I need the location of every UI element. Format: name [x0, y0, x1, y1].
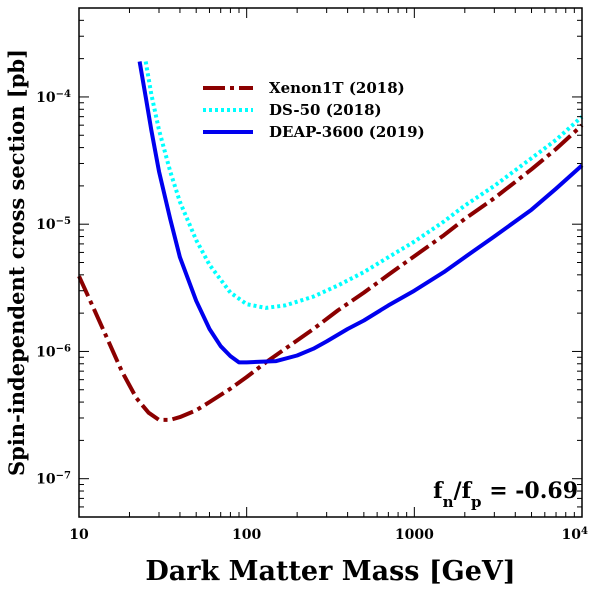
x-tick-label-0: 10 — [69, 527, 89, 543]
series-line-1 — [143, 61, 584, 310]
x-axis-title: Dark Matter Mass [GeV] — [145, 556, 515, 587]
y-axis-title: Spin-independent cross section [pb] — [4, 49, 29, 476]
x-tick-label-1: 100 — [232, 527, 261, 543]
y-tick-label-3: 10−4 — [36, 88, 71, 106]
y-tick-label-0: 10−7 — [36, 470, 71, 488]
legend-label-2: DEAP-3600 (2019) — [269, 123, 425, 141]
series-line-0 — [77, 123, 584, 422]
legend: Xenon1T (2018) DS-50 (2018) DEAP-3600 (201… — [203, 79, 425, 141]
tick-labels: 10 100 1000 104 10−7 10−6 10−5 10−4 — [36, 88, 588, 543]
series-layer — [77, 61, 584, 422]
ratio-annotation: fn/fp = -0.69 — [433, 478, 578, 511]
x-tick-label-3: 104 — [562, 526, 588, 544]
y-tick-label-2: 10−5 — [36, 216, 71, 234]
legend-label-0: Xenon1T (2018) — [269, 79, 405, 97]
y-tick-label-1: 10−6 — [36, 343, 71, 361]
axis-ticks — [78, 7, 583, 518]
x-tick-label-2: 1000 — [395, 527, 434, 543]
legend-label-1: DS-50 (2018) — [269, 101, 382, 119]
series-line-2 — [137, 61, 584, 365]
